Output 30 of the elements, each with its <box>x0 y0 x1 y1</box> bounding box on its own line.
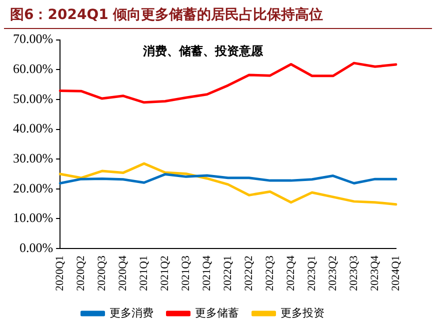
y-tick-label: 60.00% <box>12 61 54 76</box>
x-tick-label: 2022Q2 <box>242 256 255 292</box>
x-tick-label: 2024Q1 <box>390 256 402 292</box>
x-tick-label: 2020Q3 <box>96 255 108 292</box>
y-tick-label: 30.00% <box>12 150 54 166</box>
chart-subtitle: 消费、储蓄、投资意愿 <box>142 44 264 58</box>
y-tick-label: 40.00% <box>12 120 54 136</box>
x-tick-label: 2023Q2 <box>326 256 339 292</box>
chart-title: 图6：2024Q1 倾向更多储蓄的居民占比保持高位 <box>4 0 432 29</box>
y-tick-label: 50.00% <box>12 90 54 106</box>
x-tick-label: 2020Q1 <box>54 256 66 292</box>
x-tick-label: 2023Q3 <box>348 255 360 292</box>
y-tick-label: 0.00% <box>19 240 54 255</box>
x-tick-label: 2020Q2 <box>74 256 87 292</box>
y-tick-label: 20.00% <box>12 180 54 196</box>
x-tick-label: 2021Q2 <box>158 256 171 292</box>
legend-label: 更多消费 <box>109 306 154 320</box>
y-tick-label: 70.00% <box>12 31 54 46</box>
legend-label: 更多储蓄 <box>194 306 239 320</box>
x-tick-label: 2022Q4 <box>284 255 297 292</box>
x-tick-label: 2021Q1 <box>138 256 150 292</box>
x-tick-label: 2020Q4 <box>116 255 129 292</box>
y-tick-label: 10.00% <box>12 210 54 226</box>
x-tick-label: 2021Q3 <box>180 255 192 292</box>
x-tick-label: 2022Q1 <box>222 256 234 292</box>
x-tick-label: 2022Q3 <box>264 255 276 292</box>
x-tick-label: 2023Q1 <box>306 256 318 292</box>
x-tick-label: 2021Q4 <box>200 255 213 292</box>
legend-label: 更多投资 <box>280 306 324 320</box>
x-tick-label: 2023Q4 <box>368 255 381 292</box>
